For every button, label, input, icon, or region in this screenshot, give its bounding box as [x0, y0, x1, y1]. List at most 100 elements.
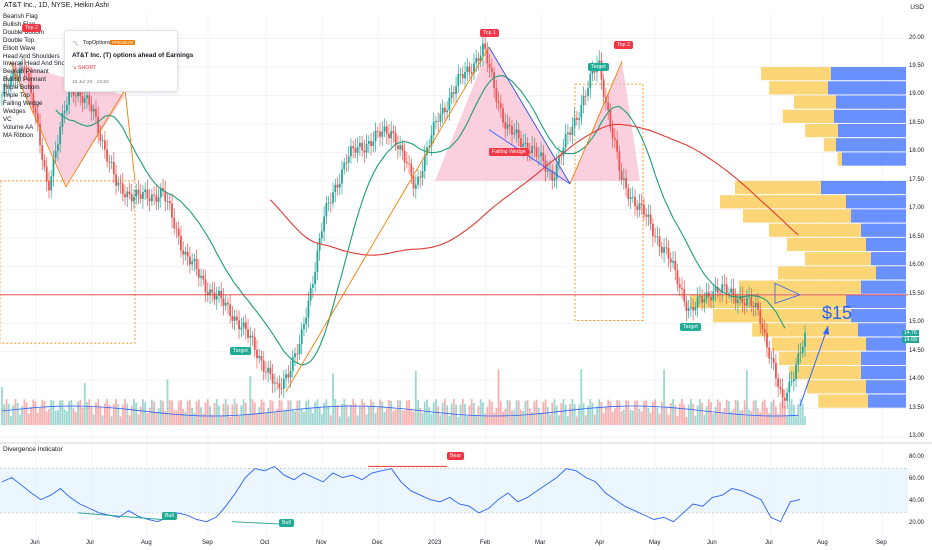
candle-body: [564, 134, 567, 148]
candle-body: [524, 142, 527, 144]
volume-bar: [381, 401, 384, 425]
volume-bar: [499, 401, 502, 425]
volume-bar: [694, 415, 697, 425]
candle-body: [412, 176, 415, 189]
pattern-list-item[interactable]: Wedges: [3, 107, 26, 115]
candle-body: [584, 95, 587, 97]
volume-bar: [540, 413, 542, 425]
volume-bar: [370, 399, 372, 425]
volume-profile-bar: [787, 237, 866, 252]
volume-profile-bar: [834, 109, 906, 123]
volume-bar: [213, 402, 216, 425]
candle-body: [162, 188, 164, 192]
pattern-list-item[interactable]: MA Ribbon: [3, 131, 34, 139]
volume-bar: [578, 404, 580, 425]
volume-bar: [772, 399, 775, 425]
flag-shape: [774, 282, 802, 304]
time-axis-tick: Mar: [535, 540, 546, 546]
pattern-list-item[interactable]: Bullish Pennant: [3, 76, 46, 84]
candle-body: [358, 142, 361, 147]
volume-bar: [551, 402, 554, 425]
volume-profile-bar: [866, 237, 906, 252]
volume-bar: [412, 411, 415, 425]
candle-body: [256, 349, 258, 359]
pattern-list-item[interactable]: Elliott Wave: [3, 44, 36, 52]
volume-profile-bar: [861, 351, 906, 365]
volume-bar: [81, 407, 84, 425]
volume-bar: [175, 410, 178, 425]
candle-body: [651, 223, 654, 237]
volume-bar: [34, 401, 37, 425]
candle-body: [112, 162, 115, 175]
pattern-list-item[interactable]: Inverse Head And Shoulders: [3, 60, 82, 68]
volume-bar: [43, 401, 46, 425]
indicator-band: [0, 468, 908, 513]
volume-bar: [504, 408, 507, 425]
candle-body: [77, 91, 79, 97]
volume-bar: [316, 399, 319, 425]
idea-card[interactable]: 〽 TopOptions PREMIUM AT&T Inc. (T) optio…: [64, 30, 193, 92]
pattern-list-item[interactable]: Bearish Pennant: [3, 68, 49, 76]
pattern-list-item[interactable]: Bullish Flag: [3, 20, 35, 28]
candle-body: [571, 126, 574, 135]
candle-body: [296, 353, 299, 355]
volume-bar: [112, 404, 115, 425]
indicator-axis-tick: 80.00: [908, 453, 924, 460]
candle-body: [643, 204, 645, 215]
pattern-list-item[interactable]: VC: [3, 115, 12, 123]
candle-body: [191, 261, 194, 265]
volume-bar: [57, 409, 59, 425]
pattern-list-item[interactable]: Double Top: [3, 36, 35, 44]
candle-body: [437, 120, 440, 122]
volume-profile-bar: [805, 123, 838, 138]
volume-profile-bar: [807, 380, 866, 394]
volume-bar: [797, 404, 800, 425]
volume-bar: [674, 405, 677, 425]
volume-bar: [332, 373, 334, 425]
pattern-list-item[interactable]: Head And Shoulders: [3, 52, 60, 60]
pattern-list-item[interactable]: Double Bottom: [3, 28, 44, 36]
card-headline[interactable]: AT&T Inc. (T) options ahead of Earnings: [72, 52, 194, 59]
candle-body: [128, 191, 131, 195]
volume-bar: [392, 411, 395, 425]
pattern-list-item[interactable]: Volume AA: [3, 123, 34, 131]
volume-bar: [63, 409, 66, 425]
indicator-axis-tick: 20.00: [908, 519, 924, 526]
pattern-list-item[interactable]: Falling Wedge: [3, 99, 43, 107]
target-label-2: Target: [588, 63, 609, 71]
volume-bar: [665, 406, 668, 425]
candle-body: [801, 346, 804, 353]
candle-body: [7, 86, 10, 88]
candle-body: [388, 133, 390, 139]
pattern-list-item[interactable]: Bearish Flag: [3, 13, 38, 20]
candle-body: [278, 383, 281, 389]
candle-body: [155, 195, 158, 202]
candle-body: [573, 117, 576, 127]
volume-bar: [795, 416, 797, 425]
volume-bar: [781, 399, 784, 425]
candle-body: [685, 301, 688, 311]
candle-body: [656, 236, 659, 238]
volume-bar: [133, 399, 135, 425]
candle-body: [611, 127, 614, 139]
top-left-label: Top 2: [22, 24, 41, 32]
indicator-axis-tick: 60.00: [908, 475, 924, 482]
pattern-list-item[interactable]: Triple Bottom: [3, 84, 40, 92]
candle-body: [240, 327, 243, 330]
price-axis-tick: 16.00: [908, 262, 924, 269]
card-brand[interactable]: TopOptions: [83, 40, 111, 46]
candle-body: [209, 289, 211, 296]
candle-body: [88, 95, 91, 105]
candle-body: [638, 203, 641, 210]
volume-bar: [596, 406, 598, 425]
volume-bar: [575, 416, 578, 425]
pattern-list-item[interactable]: Triple Top: [3, 92, 30, 100]
volume-bar: [558, 415, 560, 425]
volume-bar: [593, 414, 596, 425]
candle-body: [504, 122, 507, 129]
volume-bar: [560, 403, 563, 425]
volume-bar: [399, 400, 402, 425]
volume-bar: [714, 407, 717, 425]
candle-body: [168, 201, 171, 204]
